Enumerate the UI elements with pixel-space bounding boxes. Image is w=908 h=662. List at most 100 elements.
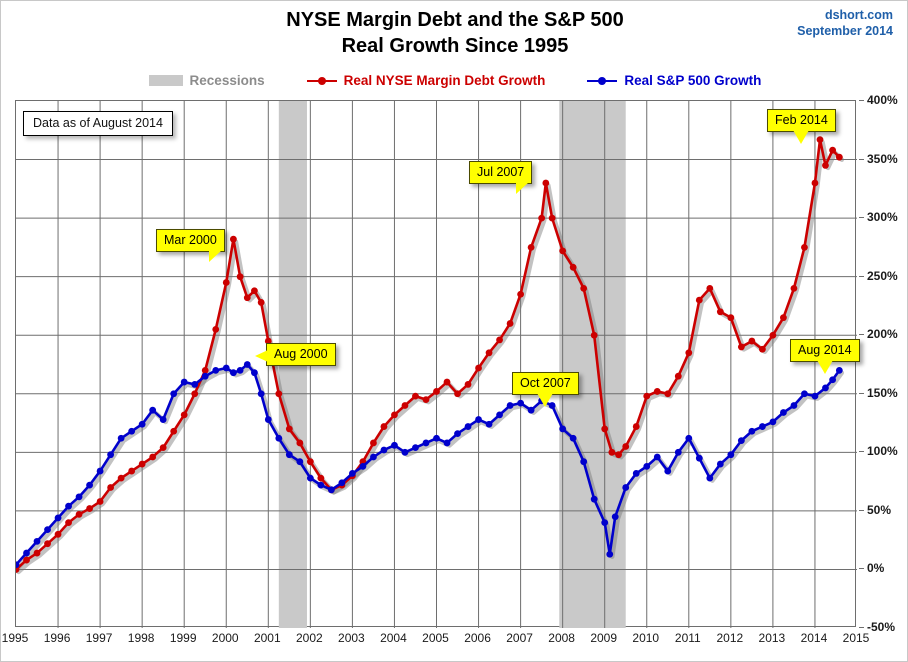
data-point — [54, 514, 62, 522]
data-point — [201, 366, 209, 374]
y-axis-tick-label: 400% — [867, 93, 898, 107]
recession-band — [559, 101, 626, 628]
y-axis-tick-mark — [859, 100, 864, 101]
data-point — [128, 427, 136, 435]
data-point — [327, 486, 335, 494]
data-point — [170, 427, 178, 435]
data-point — [706, 284, 714, 292]
data-point — [285, 451, 293, 459]
data-point — [727, 314, 735, 322]
data-point — [590, 331, 598, 339]
data-point — [117, 474, 125, 482]
data-point — [296, 458, 304, 466]
y-axis-tick-label: 300% — [867, 210, 898, 225]
data-point — [485, 420, 493, 428]
callout-tail-icon — [516, 182, 530, 194]
data-point — [737, 343, 745, 351]
data-point — [180, 411, 188, 419]
data-point — [433, 434, 440, 442]
data-point — [54, 530, 62, 538]
x-axis-tick-label: 2001 — [253, 631, 281, 645]
data-point — [829, 376, 837, 384]
data-point — [615, 451, 622, 459]
data-point — [622, 484, 630, 491]
data-point — [606, 550, 614, 558]
chart-callout: Aug 2000 — [255, 343, 336, 366]
data-point — [96, 467, 104, 475]
data-point — [506, 402, 514, 409]
x-axis-tick-label: 2008 — [548, 631, 575, 645]
data-point — [653, 453, 661, 461]
data-point — [464, 381, 472, 388]
x-axis-tick-label: 1995 — [1, 631, 29, 645]
chart-callout-label: Mar 2000 — [164, 233, 217, 247]
data-point — [475, 364, 482, 372]
data-point — [790, 284, 798, 292]
chart-callout-label: Jul 2007 — [477, 165, 525, 179]
data-point — [117, 434, 125, 442]
data-point — [464, 423, 472, 430]
y-axis-tick-label: 200% — [867, 327, 898, 342]
data-point — [149, 406, 157, 414]
y-axis-tick-label: -50% — [867, 620, 896, 634]
x-axis-tick-label: 1996 — [43, 631, 71, 645]
data-point — [128, 467, 136, 475]
data-point — [349, 470, 356, 477]
data-point — [758, 423, 766, 430]
data-point — [317, 474, 325, 482]
x-axis-tick-label: 2009 — [590, 631, 618, 645]
y-axis-tick-mark — [859, 275, 864, 277]
callout-tail-icon — [793, 130, 810, 144]
legend-item-sp500: Real S&P 500 Growth — [587, 73, 761, 88]
data-point — [285, 425, 293, 433]
y-axis-tick-mark — [859, 334, 864, 336]
data-point — [412, 444, 419, 452]
chart-callout-label: Aug 2014 — [798, 343, 852, 357]
data-point — [496, 411, 503, 419]
callout-tail-icon — [816, 360, 833, 374]
data-point — [257, 299, 265, 306]
data-point — [716, 308, 724, 316]
data-point — [674, 448, 682, 456]
data-point — [601, 425, 609, 433]
data-point — [401, 402, 409, 409]
data-point — [191, 381, 199, 388]
data-point — [149, 453, 157, 461]
data-point — [608, 448, 616, 456]
x-axis-tick-label: 1999 — [169, 631, 197, 645]
data-point — [230, 369, 237, 377]
data-point — [170, 390, 178, 398]
data-point — [816, 136, 824, 144]
data-point — [780, 409, 787, 416]
data-point — [769, 418, 777, 426]
plot-svg — [16, 101, 857, 628]
y-axis-tick-mark — [859, 509, 864, 511]
data-point — [33, 549, 41, 557]
data-as-of-note: Data as of August 2014 — [23, 111, 173, 136]
data-point — [569, 434, 577, 442]
y-axis-tick-label: 50% — [867, 502, 892, 517]
x-axis-tick-label: 2002 — [295, 631, 323, 645]
y-axis-tick-label: 100% — [867, 444, 898, 459]
x-axis-tick-label: 2000 — [211, 631, 239, 645]
data-point — [548, 214, 556, 222]
data-point — [338, 479, 346, 487]
data-point — [212, 325, 220, 333]
data-point — [75, 511, 83, 518]
data-point — [222, 279, 230, 286]
x-axis-tick-label: 2007 — [506, 631, 533, 645]
data-point — [811, 392, 819, 400]
y-axis-tick-label: 350% — [867, 151, 898, 166]
chart-callout: Feb 2014 — [767, 109, 836, 144]
data-point — [769, 331, 777, 339]
data-point — [835, 366, 843, 374]
legend-label-recessions: Recessions — [189, 73, 265, 88]
x-axis-tick-label: 2013 — [758, 631, 786, 645]
data-point — [138, 420, 146, 428]
data-point — [538, 214, 546, 222]
data-point — [296, 439, 304, 447]
data-point — [790, 402, 798, 409]
data-point — [527, 406, 535, 414]
x-axis-labels: 1995 1996 1997 1998 1999 2000 2001 2002 2003 2004… — [2, 631, 870, 657]
